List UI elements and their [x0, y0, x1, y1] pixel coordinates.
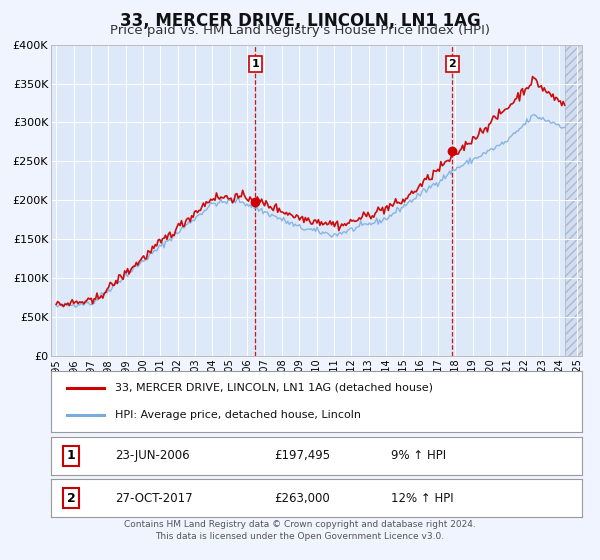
Bar [565, 45, 582, 356]
Text: 2: 2 [67, 492, 76, 505]
Text: 1: 1 [251, 59, 259, 69]
Text: Contains HM Land Registry data © Crown copyright and database right 2024.: Contains HM Land Registry data © Crown c… [124, 520, 476, 529]
Text: Price paid vs. HM Land Registry's House Price Index (HPI): Price paid vs. HM Land Registry's House … [110, 24, 490, 36]
Text: 1: 1 [67, 449, 76, 463]
Bar [565, 45, 582, 356]
Text: £197,495: £197,495 [274, 449, 330, 463]
Text: 12% ↑ HPI: 12% ↑ HPI [391, 492, 454, 505]
Text: 27-OCT-2017: 27-OCT-2017 [115, 492, 193, 505]
Text: 2: 2 [448, 59, 456, 69]
Text: 23-JUN-2006: 23-JUN-2006 [115, 449, 190, 463]
Text: HPI: Average price, detached house, Lincoln: HPI: Average price, detached house, Linc… [115, 410, 361, 420]
Text: 9% ↑ HPI: 9% ↑ HPI [391, 449, 446, 463]
Text: £263,000: £263,000 [274, 492, 330, 505]
Text: 33, MERCER DRIVE, LINCOLN, LN1 1AG: 33, MERCER DRIVE, LINCOLN, LN1 1AG [119, 12, 481, 30]
Text: 33, MERCER DRIVE, LINCOLN, LN1 1AG (detached house): 33, MERCER DRIVE, LINCOLN, LN1 1AG (deta… [115, 383, 433, 393]
Text: This data is licensed under the Open Government Licence v3.0.: This data is licensed under the Open Gov… [155, 532, 445, 541]
